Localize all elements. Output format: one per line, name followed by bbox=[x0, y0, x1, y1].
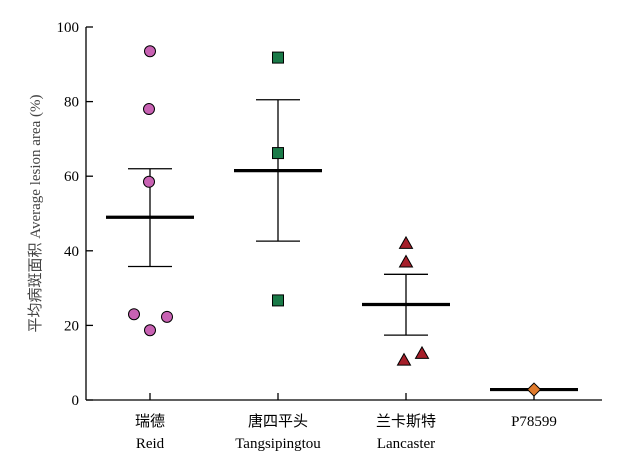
data-point-triangle bbox=[398, 254, 414, 268]
y-tick-label: 60 bbox=[64, 169, 79, 185]
data-point-triangle bbox=[396, 352, 412, 366]
series-group bbox=[234, 51, 322, 307]
y-tick-label: 100 bbox=[57, 20, 80, 36]
y-axis-label: 平均病斑面积 Average lesion area (%) bbox=[27, 95, 44, 333]
y-tick-label: 40 bbox=[64, 244, 79, 260]
y-tick-label: 20 bbox=[64, 318, 79, 334]
x-tick-label-cn: 唐四平头 bbox=[248, 413, 308, 430]
y-tick-label: 0 bbox=[72, 393, 80, 409]
data-point-circle bbox=[143, 103, 155, 116]
x-tick-label-cn: 兰卡斯特 bbox=[376, 413, 436, 430]
x-tick-label-en: Lancaster bbox=[377, 436, 435, 452]
series-group bbox=[106, 45, 194, 337]
data-point-circle bbox=[144, 324, 156, 337]
data-point-triangle bbox=[414, 345, 430, 359]
data-point-square bbox=[272, 294, 284, 307]
x-tick-label-cn: 瑞德 bbox=[135, 412, 165, 430]
x-tick-label-en: Tangsipingtou bbox=[235, 436, 321, 452]
y-tick-label: 80 bbox=[64, 95, 79, 111]
series-group bbox=[362, 235, 450, 366]
data-point-square bbox=[272, 51, 284, 64]
data-point-circle bbox=[143, 175, 155, 188]
axes: 0 20 40 60 80 100 瑞德 Reid 唐四平头 Tangsipingtou 兰卡斯特 L… bbox=[27, 20, 602, 452]
chart-marks bbox=[106, 45, 578, 397]
data-point-circle bbox=[128, 308, 140, 321]
series-group bbox=[490, 382, 578, 397]
data-point-square bbox=[272, 147, 284, 160]
data-point-circle bbox=[144, 45, 156, 58]
data-point-diamond bbox=[526, 382, 542, 397]
x-tick-label-en: Reid bbox=[136, 436, 165, 452]
data-point-circle bbox=[161, 310, 173, 323]
data-point-triangle bbox=[398, 235, 414, 249]
x-tick-label-en: P78599 bbox=[511, 414, 557, 430]
